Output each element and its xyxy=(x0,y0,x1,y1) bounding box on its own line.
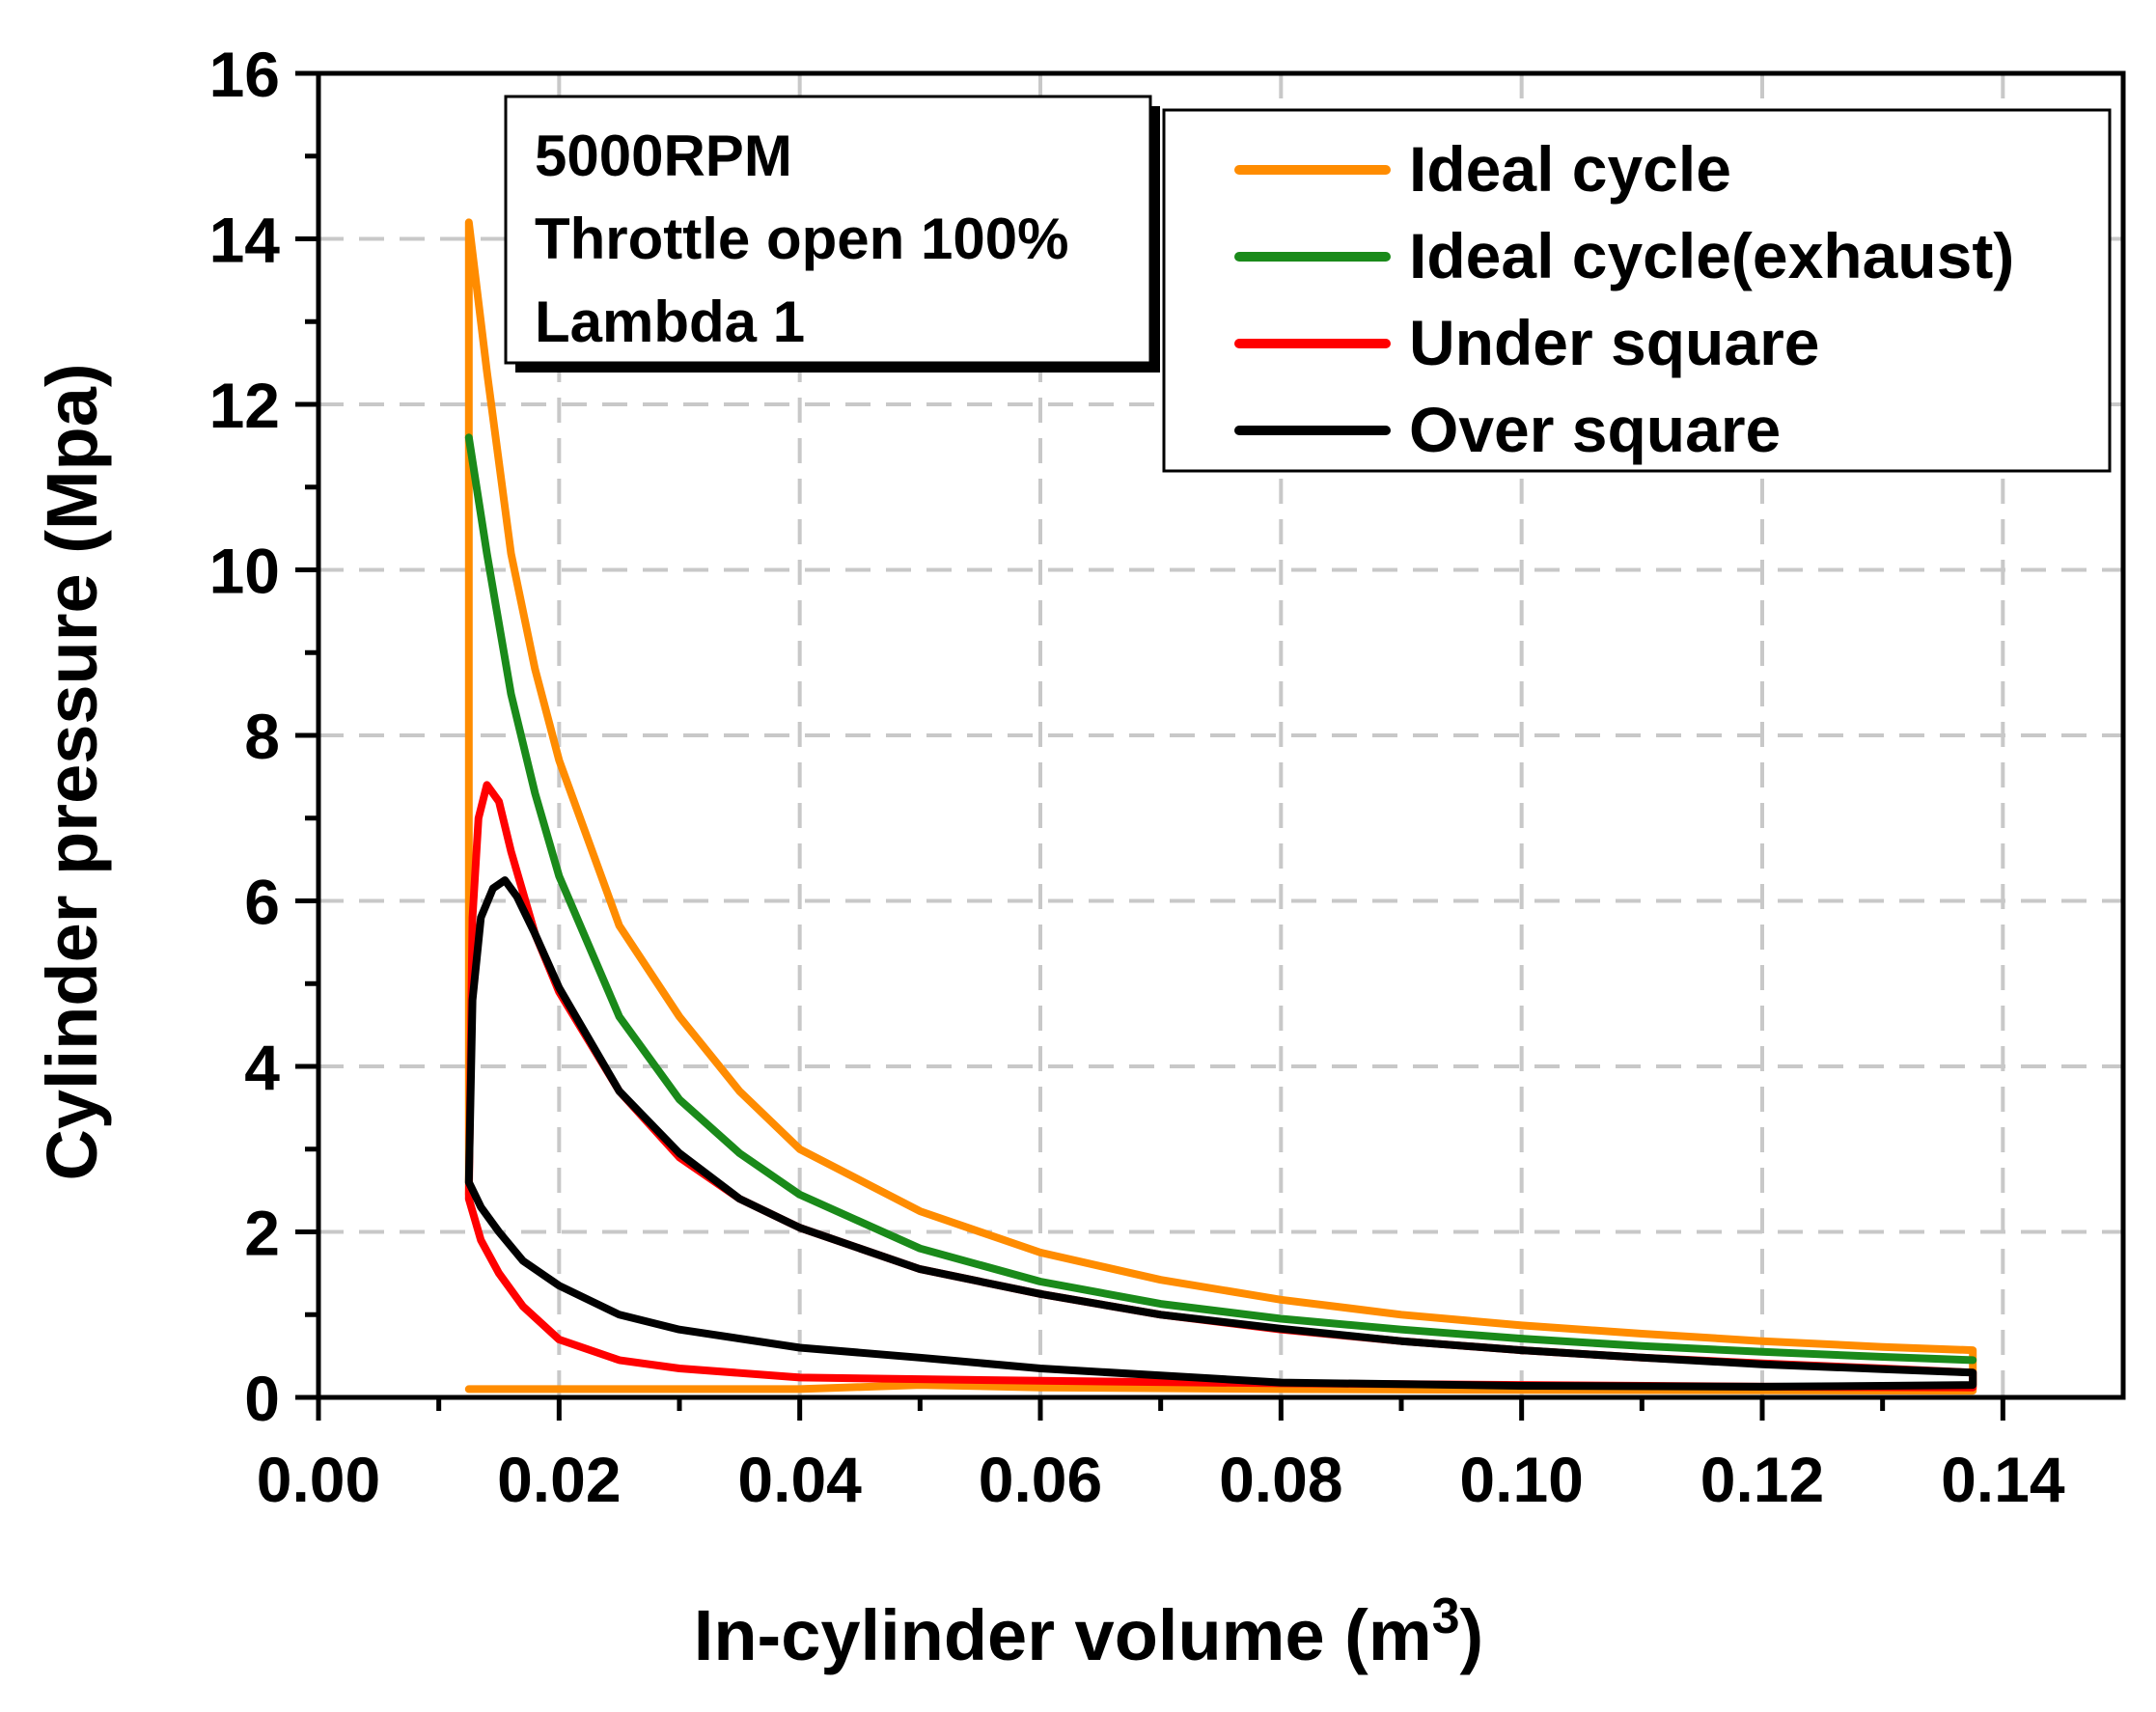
x-tick-label: 0.02 xyxy=(497,1444,621,1515)
legend-label-over-square: Over square xyxy=(1409,394,1781,465)
x-tick-label: 0.08 xyxy=(1219,1444,1342,1515)
legend: Ideal cycle Ideal cycle(exhaust) Under squ… xyxy=(1162,108,2112,473)
y-tick-label: 14 xyxy=(209,205,281,276)
axis-tick-labels: 0.00 0.02 0.04 0.06 0.08 0.10 0.12 0.14 0 2 4 6 8 10 1… xyxy=(209,39,2065,1515)
x-tick-label: 0.00 xyxy=(257,1444,380,1515)
y-tick-label: 2 xyxy=(244,1198,280,1269)
x-tick-label: 0.14 xyxy=(1941,1444,2065,1515)
y-tick-label: 4 xyxy=(244,1032,280,1103)
y-tick-label: 12 xyxy=(209,370,280,441)
legend-entries: Ideal cycle Ideal cycle(exhaust) Under squ… xyxy=(1234,133,2014,465)
x-axis-label: In-cylinder volume (m3) xyxy=(694,1588,1483,1675)
legend-label-under-square: Under square xyxy=(1409,307,1819,378)
x-tick-label: 0.04 xyxy=(737,1444,862,1515)
legend-label-ideal-cycle: Ideal cycle xyxy=(1409,133,1731,205)
annotation-box-frame xyxy=(504,95,1152,365)
y-tick-label: 16 xyxy=(209,39,280,110)
series-line-ideal-cycle xyxy=(464,218,1977,1395)
series-line-over-square xyxy=(464,876,1977,1391)
x-tick-label: 0.06 xyxy=(979,1444,1102,1515)
legend-label-ideal-cycle-exhaust: Ideal cycle(exhaust) xyxy=(1409,220,2014,291)
annotation-rpm: 5000RPM xyxy=(535,124,792,188)
annotation-lambda: Lambda 1 xyxy=(535,290,805,354)
data-series xyxy=(464,218,1977,1395)
y-axis-label: Cylinder pressure (Mpa) xyxy=(32,363,112,1180)
y-tick-label: 8 xyxy=(244,701,280,772)
y-tick-label: 6 xyxy=(244,867,280,938)
condition-annotation-box: 5000RPM Throttle open 100% Lambda 1 xyxy=(504,95,1160,373)
y-tick-label: 10 xyxy=(209,536,280,607)
annotation-throttle: Throttle open 100% xyxy=(535,207,1068,271)
x-tick-label: 0.12 xyxy=(1700,1444,1824,1515)
y-tick-label: 0 xyxy=(244,1363,280,1434)
x-tick-label: 0.10 xyxy=(1459,1444,1583,1515)
x-axis-label-suffix: ) xyxy=(1460,1595,1484,1675)
axis-ticks xyxy=(295,70,2005,1421)
x-axis-label-superscript: 3 xyxy=(1432,1588,1460,1644)
series-line-ideal-cycle-exhaust xyxy=(464,433,1977,1365)
x-axis-label-text: In-cylinder volume (m xyxy=(694,1595,1432,1675)
